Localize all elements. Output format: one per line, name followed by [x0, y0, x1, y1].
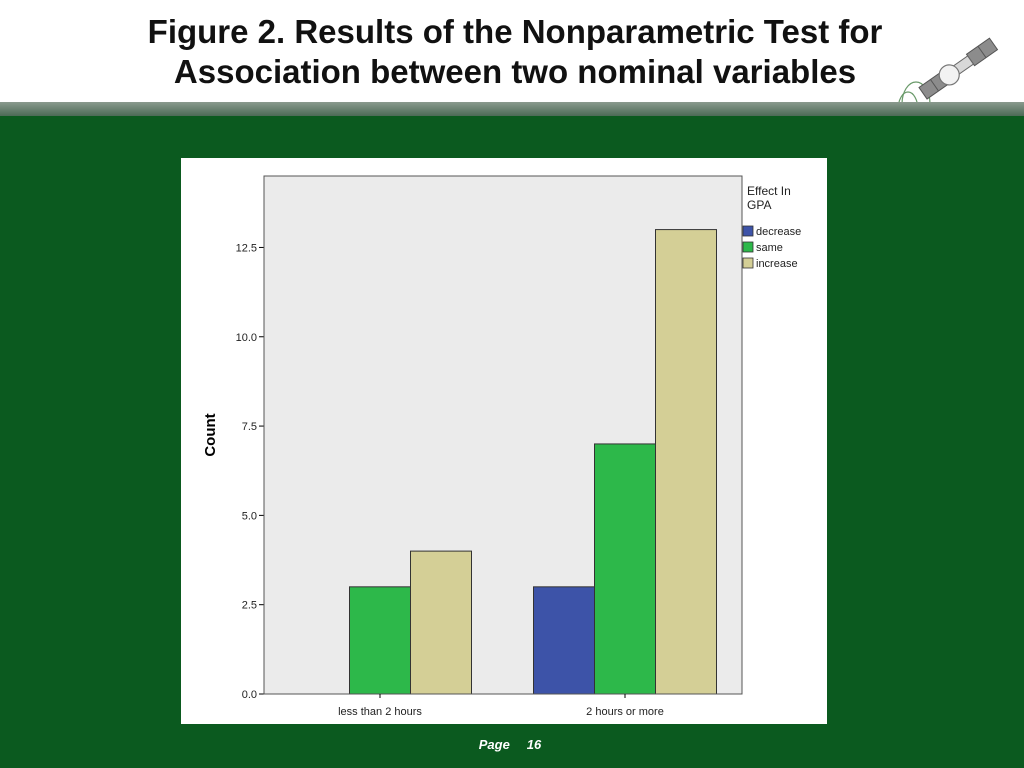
y-tick-label-1: 2.5: [242, 600, 257, 612]
header-divider-stripe: [0, 102, 1024, 116]
slide-title-line-2: Association between two nominal variable…: [173, 53, 857, 90]
y-tick-label-5: 12.5: [236, 242, 257, 254]
legend-swatch-increase: [742, 257, 754, 269]
y-tick-label-0: 0.0: [242, 689, 257, 701]
legend: Effect In GPA decrease same increase: [742, 184, 801, 270]
plot-border: [263, 175, 743, 695]
x-category-label-1: 2 hours or more: [586, 706, 664, 718]
y-tick-label-4: 10.0: [236, 332, 257, 344]
slide-title: Figure 2. Results of the Nonparametric T…: [60, 12, 970, 92]
y-tick-label-2: 5.0: [242, 510, 257, 522]
bar-chart: 0.0 2.5 5.0 7.5 10.0 12.5 less than 2 hours 2 …: [202, 175, 801, 718]
bar-increase-0: [410, 550, 472, 695]
y-axis-label: Count: [202, 413, 219, 456]
x-category-label-0: less than 2 hours: [338, 706, 422, 718]
y-tick-label-3: 7.5: [242, 421, 257, 433]
legend-swatch-decrease: [742, 225, 754, 237]
satellite-icon: [894, 37, 999, 130]
legend-label-decrease: decrease: [756, 226, 801, 238]
legend-title-line-2: GPA: [747, 198, 771, 212]
legend-label-increase: increase: [756, 258, 798, 270]
legend-label-same: same: [756, 242, 783, 254]
legend-swatch-same: [742, 241, 754, 253]
bar-decrease-1: [533, 586, 595, 695]
legend-title-line-1: Effect In: [747, 184, 791, 198]
slide-title-line-1: Figure 2. Results of the Nonparametric T…: [147, 13, 883, 50]
bar-same-1: [594, 443, 656, 695]
page-number: Page  16: [479, 737, 542, 752]
chart-panel: 0.0 2.5 5.0 7.5 10.0 12.5 less than 2 hours 2 …: [181, 158, 827, 724]
slide-header: Figure 2. Results of the Nonparametric T…: [0, 0, 1024, 102]
bar-increase-1: [655, 229, 717, 695]
bar-same-0: [349, 586, 411, 695]
